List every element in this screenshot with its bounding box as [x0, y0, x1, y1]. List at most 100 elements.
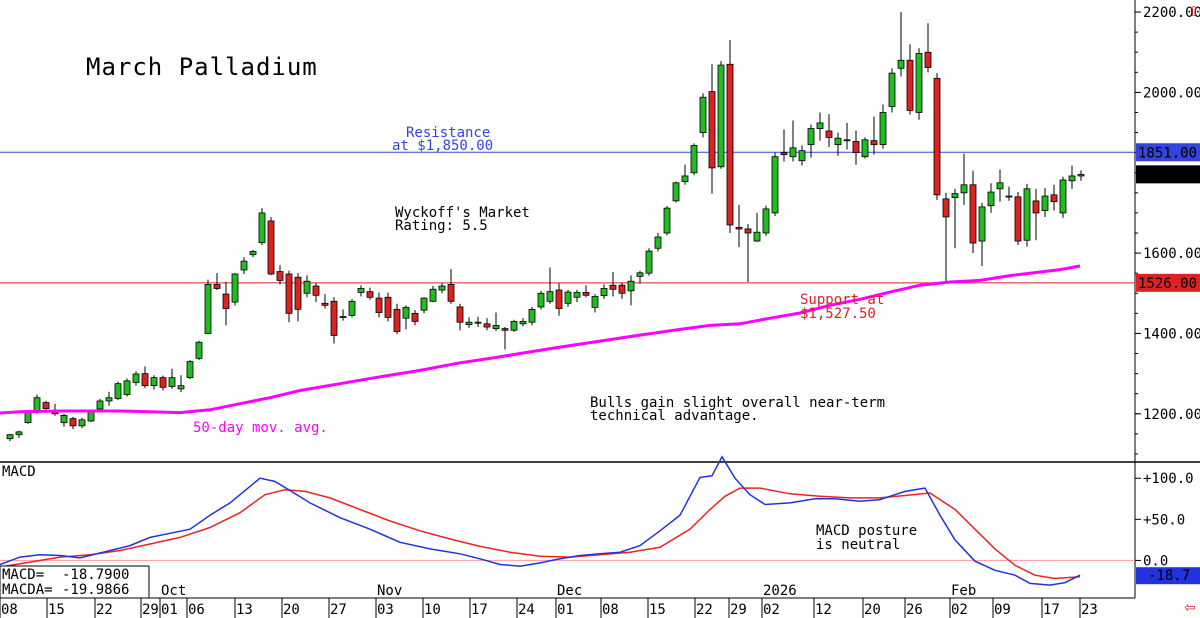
candlestick-series — [6, 12, 1085, 442]
candle-body — [528, 308, 536, 323]
date-tick-label: 08 — [1, 602, 18, 618]
candle-body — [690, 145, 698, 174]
candle-body — [1041, 195, 1049, 211]
candle-body — [888, 72, 896, 107]
month-label: Oct — [161, 583, 186, 599]
price-tag-label: 1851.00 — [1138, 145, 1197, 161]
candle-body — [564, 291, 572, 304]
date-tick-label: 02 — [951, 602, 968, 618]
candle-body — [330, 300, 338, 336]
candle-body — [834, 137, 842, 146]
macd-readout-label: MACD= — [2, 567, 44, 583]
candle-body — [996, 182, 1004, 190]
macda-readout-value: -19.9866 — [62, 582, 129, 598]
date-tick-label: 01 — [161, 602, 178, 618]
candle-body — [933, 77, 941, 196]
candle-body — [123, 380, 131, 395]
candle-body — [114, 383, 122, 399]
date-tick-label: 23 — [1081, 602, 1098, 618]
candle-body — [897, 59, 905, 69]
candle-body — [267, 220, 275, 275]
date-tick-label: 22 — [96, 602, 113, 618]
resistance-label-line1: Resistance — [406, 125, 490, 141]
date-tick-label: 06 — [188, 602, 205, 618]
candle-body — [546, 291, 554, 302]
macd-readout-box — [0, 565, 150, 599]
candle-body — [465, 321, 473, 326]
date-tick-label: 15 — [48, 602, 65, 618]
date-tick-label: 15 — [649, 602, 666, 618]
price-tick-label: 1400.00 — [1143, 326, 1200, 342]
candle-body — [33, 397, 41, 413]
comment-line1: Bulls gain slight overall near-term — [590, 395, 885, 411]
candle-body — [1068, 175, 1076, 182]
candle-body — [339, 316, 347, 318]
moving-average-layer — [0, 264, 1081, 415]
candle-body — [159, 377, 167, 388]
candle-body — [348, 300, 356, 316]
candle-body — [1077, 173, 1085, 177]
candle-body — [375, 297, 383, 313]
macd-panel: +100.0 +50.0 0.0-18.7 — [0, 455, 1200, 586]
candle-body — [816, 122, 824, 129]
candle-body — [1023, 188, 1031, 241]
candle-body — [744, 228, 752, 234]
date-tick-label: 10 — [424, 602, 441, 618]
candle-body — [78, 419, 86, 427]
macd-tick-label: +100.0 — [1143, 471, 1194, 487]
candle-body — [762, 208, 770, 234]
date-tick-label: 09 — [994, 602, 1011, 618]
candle-body — [573, 292, 581, 298]
candle-body — [1014, 196, 1022, 242]
candle-body — [132, 373, 140, 383]
candle-body — [708, 91, 716, 169]
candle-body — [195, 341, 203, 359]
candle-body — [537, 292, 545, 308]
price-tag-bg — [1136, 143, 1200, 162]
macd-current-tag-bg — [1136, 567, 1200, 585]
scroll-up-arrow-icon[interactable]: ⇧ — [1188, 4, 1200, 20]
candle-body — [1005, 195, 1013, 198]
date-tick-label: 22 — [696, 602, 713, 618]
candle-body — [249, 251, 257, 256]
candle-body — [69, 418, 77, 427]
candle-body — [240, 260, 248, 271]
wyckoff-rating-line2: Rating: 5.5 — [395, 218, 488, 234]
macd-comment-line1: MACD posture — [816, 523, 917, 539]
macd-current-tag-label: -18.7 — [1148, 568, 1190, 584]
candle-body — [915, 53, 923, 113]
candle-body — [681, 175, 689, 182]
scroll-left-arrow-icon[interactable]: ⇦ — [1184, 600, 1196, 616]
candle-body — [357, 288, 365, 293]
candle-body — [645, 250, 653, 274]
date-tick-label: 17 — [1043, 602, 1060, 618]
price-tag-label: 1526.00 — [1138, 276, 1197, 292]
candle-body — [969, 184, 977, 244]
date-axis: 08 15 22 29 01 06 13 20 27 03 10 17 24 01 08 15 22 29 02 12… — [0, 583, 1098, 618]
moving-average-line — [0, 264, 1081, 415]
candle-body — [789, 147, 797, 158]
candle-body — [474, 321, 482, 324]
candle-body — [276, 271, 284, 281]
candle-body — [1059, 179, 1067, 214]
candle-body — [951, 193, 959, 199]
candle-body — [1050, 194, 1058, 203]
candle-body — [591, 296, 599, 308]
candle-body — [717, 64, 725, 168]
candle-body — [825, 130, 833, 138]
price-tick-label: 1200.00 — [1143, 407, 1200, 423]
candle-body — [321, 302, 329, 306]
price-tag-bg — [1136, 273, 1200, 292]
candle-body — [105, 397, 113, 402]
price-tick-label: 1600.00 — [1143, 246, 1200, 262]
candle-body — [150, 377, 158, 387]
candle-body — [438, 285, 446, 291]
moving-average-label: 50-day mov. avg. — [193, 420, 328, 436]
candle-body — [663, 207, 671, 234]
month-label: Dec — [557, 583, 582, 599]
candle-body — [924, 51, 932, 68]
candle-body — [177, 385, 185, 390]
candle-body — [213, 284, 221, 289]
candle-body — [753, 231, 761, 242]
